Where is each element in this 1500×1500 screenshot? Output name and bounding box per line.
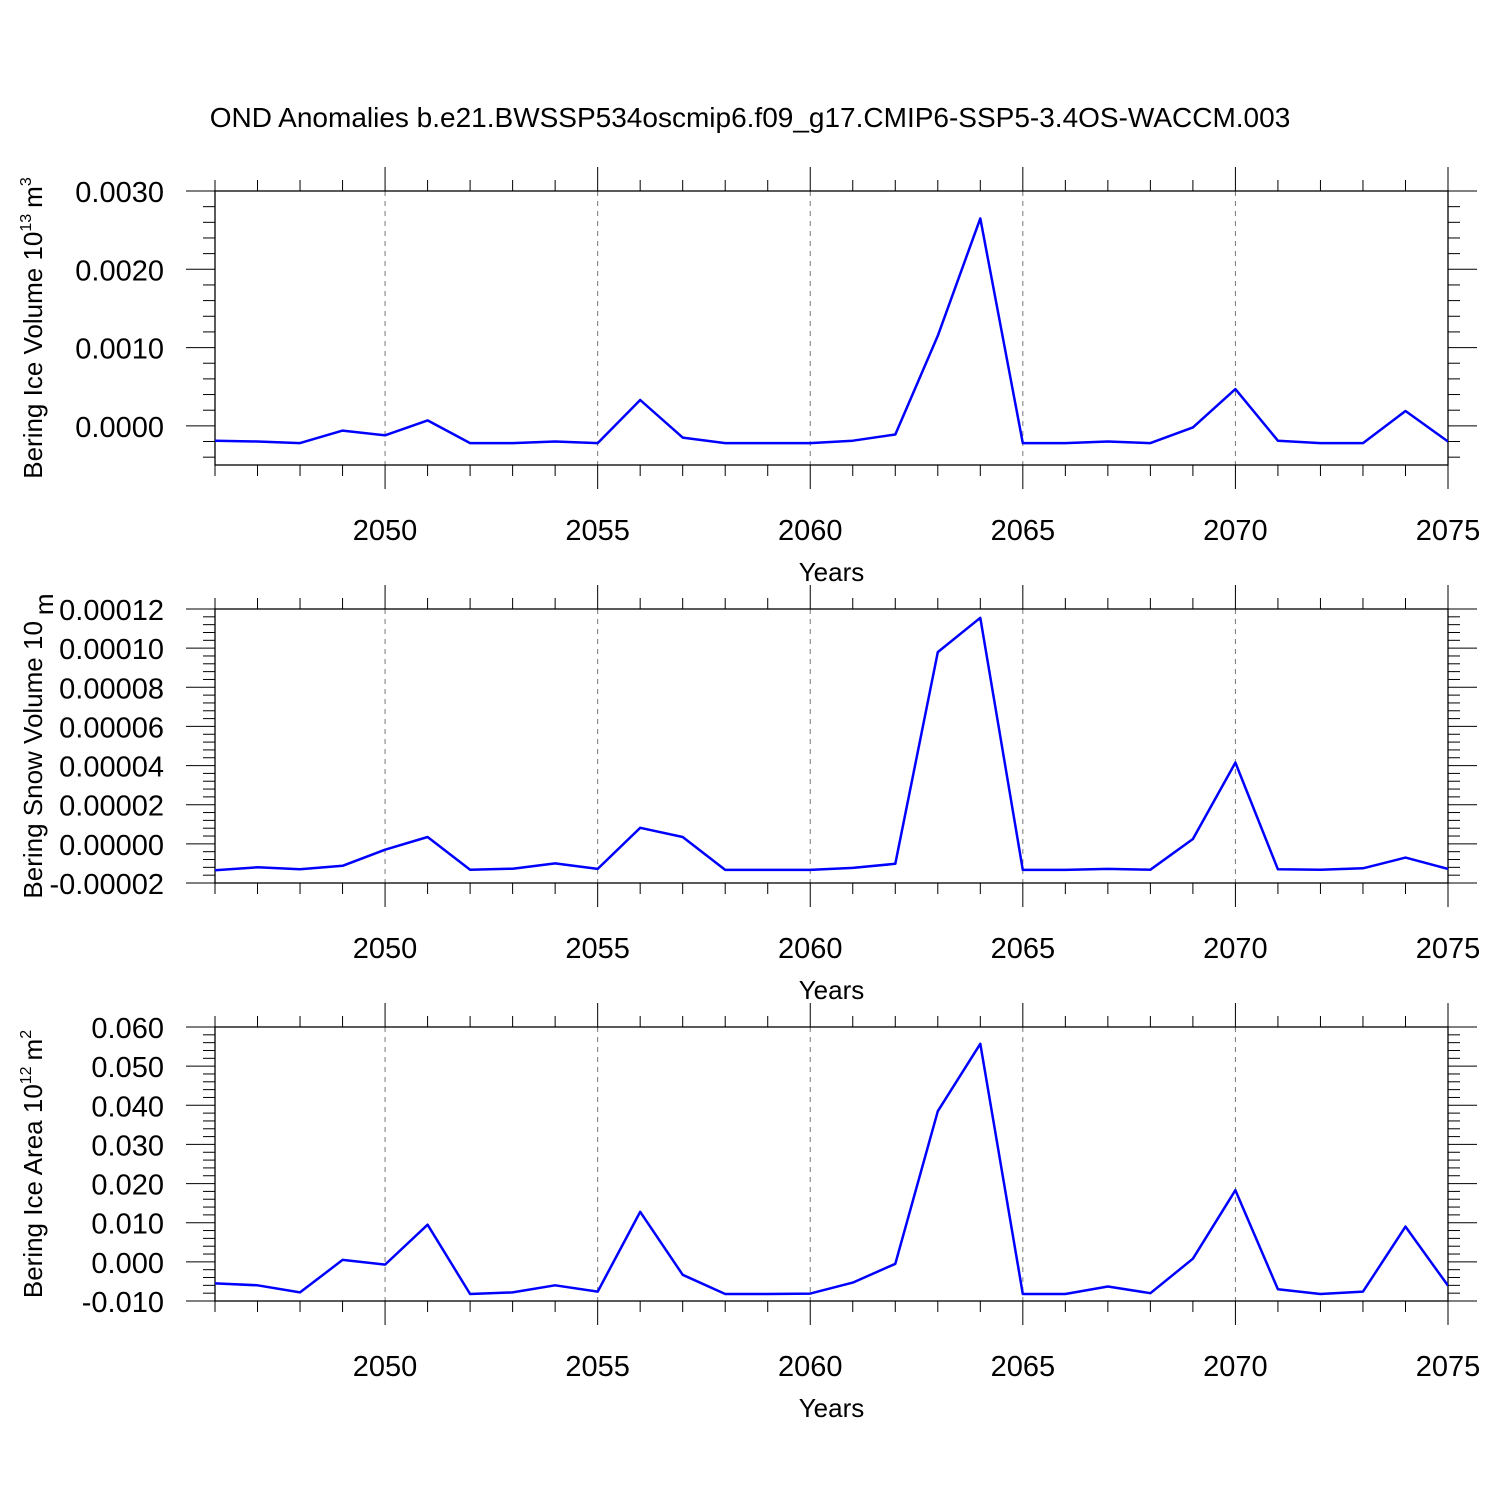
x-axis-label: Years — [799, 557, 865, 587]
y-tick-label: 0.030 — [91, 1130, 164, 1162]
x-tick-label: 2050 — [353, 933, 418, 965]
x-tick-label: 2075 — [1416, 1351, 1481, 1383]
x-tick-label: 2060 — [778, 933, 843, 965]
y-tick-label: 0.00012 — [59, 595, 164, 627]
x-tick-label: 2065 — [991, 933, 1056, 965]
y-tick-label: 0.00010 — [59, 634, 164, 666]
y-tick-label: -0.00002 — [50, 869, 165, 901]
y-axis-label-text: Bering Ice Volume 10 — [18, 232, 48, 479]
plot-frame — [214, 608, 1449, 884]
x-tick-label: 2055 — [565, 1351, 630, 1383]
chart-panel-2: 2050 2055 2060 2065 2070 2075 -0.00002 0.00000 0… — [18, 585, 1480, 1005]
x-tick-label: 2050 — [353, 1351, 418, 1383]
y-axis-label-text: Bering Snow Volume 10 — [18, 621, 48, 899]
y-tick-label: 0.060 — [91, 1013, 164, 1045]
y-axis-label: Bering Ice Area 1012 m2 — [18, 1030, 48, 1298]
y-tick-label: 0.00006 — [59, 712, 164, 744]
plot-frame — [214, 190, 1449, 466]
x-axis-label: Years — [799, 975, 865, 1005]
y-axis-label-unit-exponent: 3 — [18, 177, 35, 186]
figure-title: OND Anomalies b.e21.BWSSP534oscmip6.f09_… — [210, 102, 1291, 133]
y-tick-label: 0.00008 — [59, 673, 164, 705]
x-tick-label: 2075 — [1416, 515, 1481, 547]
chart-panel-1: 2050 2055 2060 2065 2070 2075 0.0000 0.0010 0.00… — [18, 167, 1480, 587]
y-tick-label: -0.010 — [82, 1287, 164, 1319]
x-tick-label: 2070 — [1203, 1351, 1268, 1383]
x-tick-label: 2075 — [1416, 933, 1481, 965]
y-tick-label: 0.0000 — [75, 412, 164, 444]
x-tick-label: 2050 — [353, 515, 418, 547]
chart-panels: 2050 2055 2060 2065 2070 2075 0.0000 0.0010 0.00… — [18, 167, 1480, 1423]
y-tick-label: 0.000 — [91, 1248, 164, 1280]
y-axis-label-unit: m — [18, 186, 48, 208]
y-axis-label: Bering Ice Volume 1013 m3 — [18, 177, 48, 479]
y-tick-label: 0.00002 — [59, 791, 164, 823]
y-axis-label-unit: m — [18, 1039, 48, 1061]
y-tick-label: 0.0020 — [75, 255, 164, 287]
y-tick-label: 0.00000 — [59, 830, 164, 862]
y-tick-label: 0.010 — [91, 1209, 164, 1241]
x-tick-label: 2055 — [565, 933, 630, 965]
x-tick-label: 2055 — [565, 515, 630, 547]
x-tick-label: 2070 — [1203, 933, 1268, 965]
series-line — [215, 217, 1448, 445]
x-tick-label: 2065 — [991, 1351, 1056, 1383]
chart-panel-3: 2050 2055 2060 2065 2070 2075 -0.010 0.000 0.010… — [18, 1003, 1480, 1423]
y-tick-label: 0.00004 — [59, 752, 164, 784]
y-tick-label: 0.0010 — [75, 334, 164, 366]
x-tick-label: 2065 — [991, 515, 1056, 547]
series-line — [215, 616, 1448, 872]
x-tick-label: 2070 — [1203, 515, 1268, 547]
y-axis-label-exponent: 13 — [18, 214, 35, 232]
series-line — [215, 1042, 1448, 1296]
y-tick-label: 0.040 — [91, 1091, 164, 1123]
y-tick-label: 0.020 — [91, 1170, 164, 1202]
y-axis-label-text: Bering Ice Area 10 — [18, 1084, 48, 1298]
y-axis-label-unit-exponent: 2 — [18, 1030, 35, 1039]
x-tick-label: 2060 — [778, 515, 843, 547]
plot-frame — [214, 1026, 1449, 1302]
x-tick-label: 2060 — [778, 1351, 843, 1383]
y-axis-label: Bering Snow Volume 10 m — [18, 593, 59, 898]
y-tick-label: 0.0030 — [75, 177, 164, 209]
y-axis-label-exponent: 12 — [18, 1066, 35, 1084]
y-tick-label: 0.050 — [91, 1052, 164, 1084]
x-axis-label: Years — [799, 1393, 865, 1423]
y-axis-label-unit: m — [29, 593, 59, 615]
